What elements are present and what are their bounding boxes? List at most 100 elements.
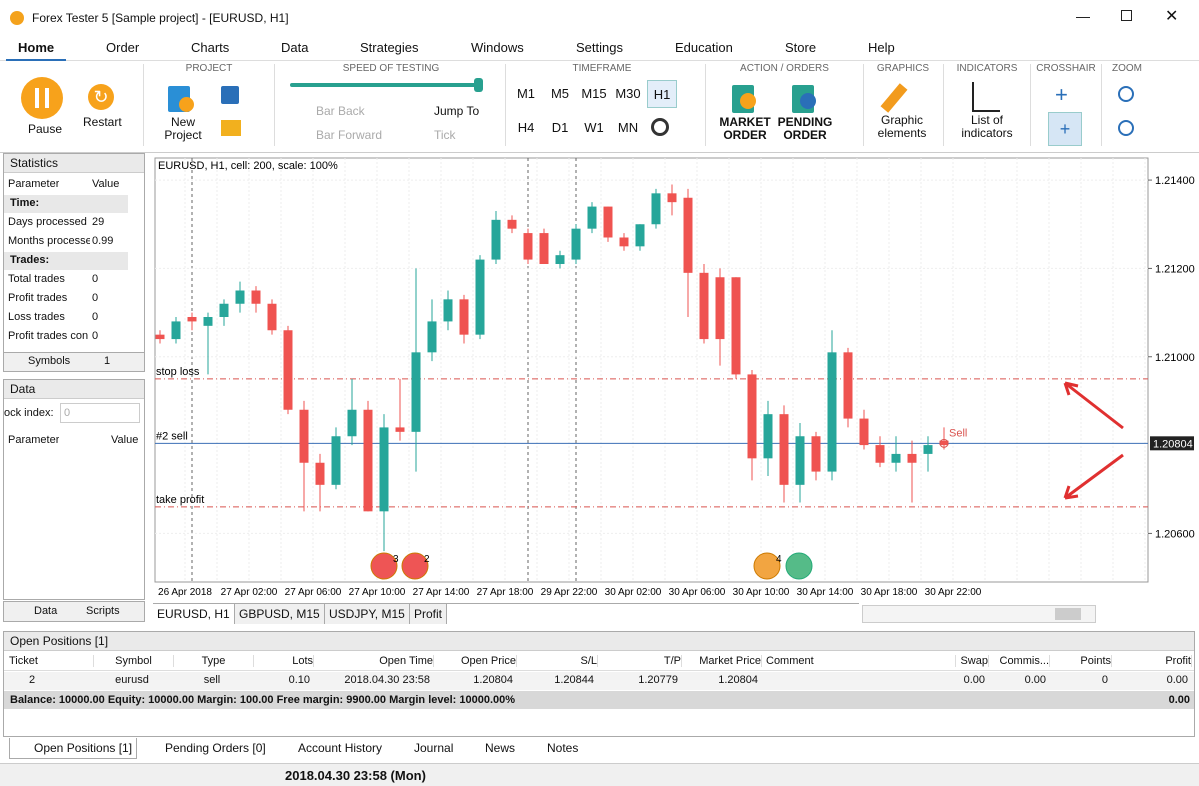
- pending-order-label[interactable]: PENDING ORDER: [777, 115, 833, 142]
- chart-tab[interactable]: USDJPY, M15: [325, 604, 410, 624]
- pending-order-icon[interactable]: [792, 85, 816, 113]
- bottom-tab[interactable]: Notes: [547, 741, 579, 755]
- statistics-panel: Statistics Parameter Value Time: Days proce…: [3, 153, 145, 353]
- column-header: Type: [174, 655, 254, 667]
- separator: [143, 64, 144, 146]
- tab[interactable]: 1: [104, 355, 111, 367]
- zoom-in[interactable]: [1118, 86, 1134, 102]
- market-order-label[interactable]: MARKET ORDER: [719, 115, 771, 142]
- menu-tab[interactable]: Home: [6, 35, 67, 61]
- candle-body: [171, 321, 181, 340]
- pause-button[interactable]: [21, 77, 63, 119]
- candle-body: [587, 206, 597, 229]
- section-row: [4, 195, 128, 213]
- candle-body: [251, 290, 261, 304]
- position-row[interactable]: [4, 672, 1194, 690]
- menu-tab[interactable]: Strategies: [360, 40, 419, 55]
- section-label: Trades:: [10, 254, 50, 266]
- row-value: 0: [92, 330, 99, 342]
- candle-body: [811, 436, 821, 472]
- title-bar: Forex Tester 5 [Sample project] - [EURUS…: [0, 0, 1199, 35]
- timeframe-button[interactable]: M5: [550, 86, 570, 101]
- candle-body: [523, 233, 533, 260]
- column-header: Parameter: [8, 434, 60, 446]
- flag-count: 4: [776, 554, 782, 565]
- balance-text: Balance: 10000.00 Equity: 10000.00 Margi…: [10, 694, 516, 706]
- menu-tab[interactable]: Windows: [471, 40, 524, 55]
- candle-body: [939, 440, 949, 446]
- new-project-icon[interactable]: [168, 86, 194, 112]
- chart-tab[interactable]: GBPUSD, M15: [235, 604, 325, 624]
- column-header: T/P: [602, 655, 682, 667]
- menu-tab[interactable]: Store: [785, 40, 817, 55]
- menu-tab[interactable]: Order: [106, 40, 140, 55]
- market-order-icon[interactable]: [732, 85, 756, 113]
- candle-body: [203, 317, 213, 326]
- tab[interactable]: Scripts: [86, 605, 120, 617]
- timeframe-button[interactable]: M1: [516, 86, 536, 101]
- level-label: #2 sell: [156, 430, 188, 442]
- timeframe-button[interactable]: M30: [615, 86, 641, 101]
- candle-body: [283, 330, 293, 410]
- candle-body: [347, 409, 357, 437]
- indicator-label[interactable]: List of indicators: [961, 113, 1013, 140]
- chart-tab[interactable]: Profit: [410, 604, 448, 624]
- timeframe-button[interactable]: H1: [647, 80, 677, 108]
- bottom-tab[interactable]: Open Positions [1]: [9, 738, 138, 759]
- cell-value: 0: [1101, 674, 1108, 686]
- bottom-tab[interactable]: Pending Orders [0]: [165, 741, 266, 755]
- row-label: Total trades: [8, 273, 65, 285]
- menu-bar: Home Order Charts Data Strategies Windows Sett…: [0, 35, 1199, 61]
- column-header: Commis...: [992, 655, 1050, 667]
- restart-button[interactable]: ↻: [88, 84, 114, 110]
- open-icon[interactable]: [221, 120, 241, 136]
- timeframe-button[interactable]: H4: [517, 120, 535, 135]
- ribbon: [0, 61, 1199, 153]
- settings-gear[interactable]: [651, 118, 669, 136]
- group-title: CROSSHAIR: [1036, 63, 1096, 74]
- bottom-tab[interactable]: Journal: [414, 741, 454, 755]
- tab[interactable]: Symbols: [28, 355, 71, 367]
- cell-value: 0.10: [288, 674, 310, 686]
- menu-tab[interactable]: Data: [281, 40, 309, 55]
- bar-back: Bar Back: [316, 104, 365, 118]
- candle-body: [571, 228, 581, 260]
- candle-body: [235, 290, 245, 304]
- candle-body: [875, 445, 885, 463]
- menu-tab[interactable]: Help: [868, 40, 895, 55]
- crosshair-icon[interactable]: +: [1055, 82, 1068, 107]
- bottom-tab[interactable]: Account History: [298, 741, 383, 755]
- candle-body: [459, 299, 469, 335]
- timeframe-button[interactable]: M15: [581, 86, 607, 101]
- timeframe-button[interactable]: D1: [551, 120, 569, 135]
- menu-tab[interactable]: Education: [675, 40, 733, 55]
- menu-tab[interactable]: Charts: [191, 40, 230, 55]
- x-tick-label: 27 Apr 06:00: [285, 587, 342, 598]
- x-tick-label: 30 Apr 14:00: [797, 587, 854, 598]
- minimize[interactable]: —: [1076, 8, 1090, 24]
- graphic-label[interactable]: Graphic elements: [877, 113, 927, 140]
- maximize[interactable]: [1121, 10, 1132, 21]
- close[interactable]: ✕: [1165, 8, 1179, 25]
- timeframe-button[interactable]: MN: [617, 120, 639, 135]
- restart-label: Restart: [83, 115, 122, 129]
- menu-tab[interactable]: Settings: [576, 40, 623, 55]
- bottom-tab[interactable]: News: [485, 741, 516, 755]
- y-tick-label: 1.21400: [1155, 175, 1195, 187]
- timeframe-button[interactable]: W1: [584, 120, 604, 135]
- index-input[interactable]: 0: [60, 403, 140, 423]
- level-label: take profit: [156, 494, 204, 506]
- indicator-icon[interactable]: [972, 82, 1000, 112]
- panel-title: Statistics: [4, 154, 144, 173]
- speed-slider[interactable]: [290, 78, 483, 92]
- chart-tab[interactable]: EURUSD, H1: [153, 604, 235, 624]
- save-icon[interactable]: [221, 86, 239, 104]
- balance-profit: 0.00: [1168, 694, 1190, 706]
- level-label: stop loss: [156, 366, 200, 378]
- zoom-out[interactable]: [1118, 120, 1134, 136]
- flag-icon: [401, 552, 429, 580]
- crosshair-button[interactable]: +: [1048, 112, 1082, 146]
- tab[interactable]: Data: [34, 605, 58, 617]
- jump-to[interactable]: Jump To: [434, 104, 480, 118]
- scrollbar[interactable]: [862, 605, 1096, 623]
